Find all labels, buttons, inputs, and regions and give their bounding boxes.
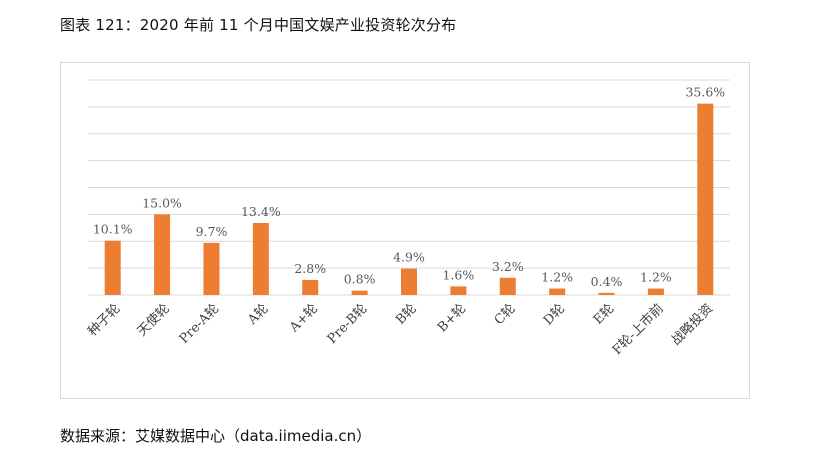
data-label: 1.2%: [640, 270, 672, 285]
bar: [647, 288, 664, 295]
data-label: 9.7%: [196, 224, 228, 239]
data-label: 15.0%: [142, 195, 182, 210]
x-tick-label: E轮: [591, 301, 618, 328]
bar: [351, 290, 368, 295]
bar: [450, 286, 467, 295]
data-label: 1.6%: [443, 267, 475, 282]
bar: [499, 277, 516, 295]
x-tick-label: D轮: [541, 301, 568, 328]
x-tick-label: B+轮: [435, 301, 469, 335]
x-tick-label: B轮: [393, 301, 420, 328]
x-tick-label: A轮: [245, 301, 272, 328]
data-label: 13.4%: [241, 204, 281, 219]
data-labels: 10.1% 15.0% 9.7% 13.4% 2.8% 0.8% 4.9% 1.6% 3.2% 1…: [93, 85, 725, 289]
bar: [697, 103, 714, 296]
x-tick-labels: 种子轮 天使轮 Pre-A轮 A轮 A+轮 Pre-B轮 B轮 B+轮 C轮 D轮 E轮F轮-上市前…: [85, 301, 716, 359]
bar: [154, 214, 171, 295]
gridlines: [88, 79, 730, 296]
data-label: 35.6%: [685, 85, 725, 100]
data-label: 3.2%: [492, 259, 524, 274]
x-tick-label: 种子轮: [85, 301, 123, 339]
x-tick-label: C轮: [492, 301, 519, 328]
data-label: 4.9%: [393, 250, 425, 265]
bar: [104, 240, 121, 295]
bar: [598, 292, 615, 295]
bar: [549, 288, 566, 295]
x-tick-label: A+轮: [286, 301, 321, 336]
chart-title: 图表 121：2020 年前 11 个月中国文娱产业投资轮次分布: [60, 16, 457, 34]
bars: [104, 103, 714, 296]
source-note: 数据来源：艾媒数据中心（data.iimedia.cn）: [60, 427, 372, 445]
chart-area: [60, 62, 750, 399]
data-label: 10.1%: [93, 222, 133, 237]
bar: [203, 242, 220, 295]
data-label: 1.2%: [541, 270, 573, 285]
x-tick-label: F轮-上市前: [609, 301, 667, 359]
bar: [252, 222, 269, 295]
x-tick-label: Pre-A轮: [177, 301, 223, 347]
bar: [302, 279, 319, 295]
x-tick-label: 天使轮: [134, 301, 173, 340]
data-label: 0.4%: [591, 274, 623, 289]
bar: [401, 268, 417, 295]
x-tick-label: 战略投资: [668, 301, 716, 349]
x-tick-label: Pre-B轮: [325, 301, 371, 347]
data-label: 0.8%: [344, 272, 376, 287]
data-label: 2.8%: [294, 261, 326, 276]
